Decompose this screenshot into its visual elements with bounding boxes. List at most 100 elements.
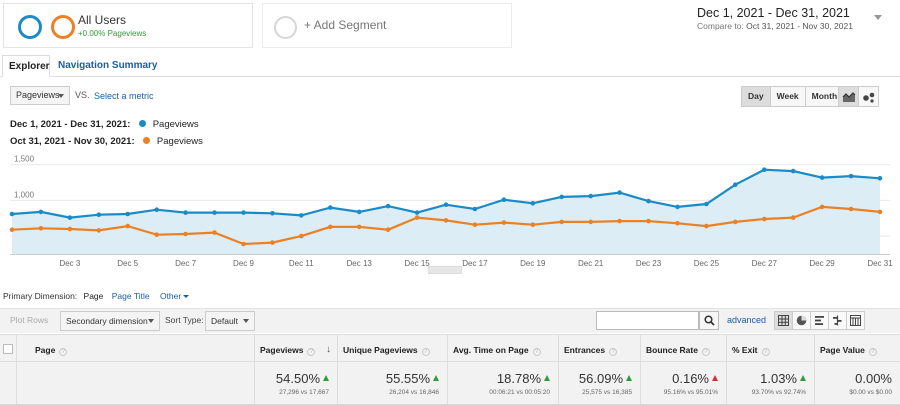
legend-series-name: Pageviews (152, 119, 199, 130)
advanced-filter-link[interactable]: advanced (727, 315, 767, 325)
date-dropdown-caret-icon[interactable] (874, 15, 882, 20)
data-point (443, 202, 449, 207)
x-tick-label: Dec 21 (578, 259, 604, 268)
column-page-value[interactable]: Page Value? (814, 335, 900, 361)
data-point (38, 209, 44, 215)
chevron-down-icon (243, 319, 249, 323)
line-chart-button[interactable] (838, 86, 859, 107)
chevron-down-icon (183, 295, 190, 298)
primary-dimension-page[interactable]: Page (83, 291, 104, 301)
total-pct: 55.55% (386, 371, 439, 386)
compare-label: Compare to: (697, 21, 744, 31)
performance-view-button[interactable] (810, 311, 829, 330)
primary-dimension-page-title[interactable]: Page Title (111, 291, 150, 301)
column-entrances[interactable]: Entrances? (558, 335, 640, 361)
data-view-button[interactable] (774, 311, 793, 330)
tab-navigation-summary[interactable]: Navigation Summary (58, 60, 158, 71)
period-day-button[interactable]: Day (741, 86, 771, 107)
total-cell-exit: 1.03% 93.70% vs 92.74% (726, 362, 814, 404)
data-point (96, 228, 102, 233)
data-point (212, 230, 217, 235)
data-point (328, 205, 333, 210)
data-point (414, 215, 420, 220)
totals-page-cell (16, 362, 254, 404)
grid-table-icon (778, 315, 789, 326)
help-icon: ? (868, 348, 877, 356)
total-cell-page-value: 0.00% $0.00 vs $0.00 (814, 362, 900, 404)
total-pct: 56.09% (579, 371, 632, 386)
data-point (704, 223, 709, 229)
x-tick-label: Dec 17 (462, 259, 488, 268)
column-pageviews[interactable]: Pageviews? ↓ (254, 335, 337, 361)
column-unique-pageviews[interactable]: Unique Pageviews? (337, 335, 447, 361)
sort-type-label: Sort Type: (165, 315, 204, 325)
data-point (530, 201, 536, 206)
x-tick-label: Dec 5 (117, 259, 138, 268)
data-point (472, 206, 478, 212)
data-point (617, 218, 622, 224)
column-avg-time-on-page[interactable]: Avg. Time on Page? (447, 335, 558, 361)
trend-up-icon (433, 375, 439, 381)
chart-resize-handle[interactable] (428, 266, 462, 274)
table-header: Page? Pageviews? ↓ Unique Pageviews? Avg… (0, 334, 900, 362)
column-header-label: Unique Pageviews? (343, 345, 430, 356)
data-point (385, 227, 391, 232)
x-tick-label: Dec 11 (289, 259, 314, 268)
search-button[interactable] (699, 311, 719, 330)
x-tick-label: Dec 23 (636, 259, 662, 268)
percentage-view-button[interactable] (792, 311, 811, 330)
data-point (67, 215, 73, 220)
comparison-view-button[interactable] (828, 311, 847, 330)
secondary-dimension-dropdown[interactable]: Secondary dimension (60, 311, 160, 331)
date-range[interactable]: Dec 1, 2021 - Dec 31, 2021 (697, 6, 850, 20)
data-point (183, 231, 188, 237)
help-icon: ? (609, 348, 618, 356)
select-metric-link[interactable]: Select a metric (94, 91, 154, 101)
tab-explorer[interactable]: Explorer (2, 55, 50, 77)
motion-chart-button[interactable] (858, 86, 879, 107)
total-compare: 00:06:21 vs 00:05:20 (489, 389, 550, 396)
total-cell-avg-time: 18.78% 00:06:21 vs 00:05:20 (447, 362, 558, 404)
primary-dimension-other[interactable]: Other (160, 291, 190, 301)
total-compare: 93.70% vs 92.74% (751, 389, 806, 396)
legend-range: Dec 1, 2021 - Dec 31, 2021: (10, 119, 131, 130)
column-header-label: % Exit? (732, 345, 770, 356)
pivot-table-icon (850, 315, 861, 326)
legend-range: Oct 31, 2021 - Nov 30, 2021: (10, 136, 135, 147)
column-exit[interactable]: % Exit? (726, 335, 814, 361)
data-point (733, 219, 738, 225)
period-week-button[interactable]: Week (769, 86, 806, 107)
data-point (328, 224, 333, 230)
chevron-down-icon (148, 319, 154, 323)
data-point (819, 204, 825, 210)
add-segment-button[interactable]: + Add Segment (262, 3, 512, 48)
segment-all-users[interactable]: All Users +0.00% Pageviews (3, 3, 253, 48)
data-point (270, 211, 275, 216)
y-tick-label: 1,000 (14, 190, 35, 199)
help-icon: ? (421, 348, 430, 356)
data-point (241, 241, 246, 247)
column-bounce-rate[interactable]: Bounce Rate? (640, 335, 726, 361)
total-pct: 1.03% (760, 371, 806, 386)
data-point (154, 207, 159, 212)
metric-dropdown[interactable]: Pageviews (10, 86, 70, 105)
select-all-checkbox[interactable] (3, 344, 13, 354)
sort-type-dropdown[interactable]: Default (205, 311, 255, 331)
metric-value: Pageviews (16, 90, 60, 100)
data-point (790, 168, 796, 174)
data-point (617, 190, 622, 195)
plot-rows-button[interactable]: Plot Rows (10, 315, 49, 325)
data-point (877, 176, 883, 181)
series-area (12, 169, 880, 254)
help-icon: ? (59, 348, 68, 356)
data-point (762, 216, 767, 222)
total-compare: 26,204 vs 16,846 (389, 389, 439, 396)
vs-label: VS. (75, 90, 90, 100)
motion-chart-icon (862, 92, 874, 103)
data-point (154, 232, 159, 237)
column-page[interactable]: Page? (16, 335, 254, 361)
pivot-view-button[interactable] (846, 311, 865, 330)
table-search-input[interactable] (596, 311, 699, 330)
primary-dimension-label: Primary Dimension: (3, 291, 78, 301)
data-point (646, 218, 651, 224)
